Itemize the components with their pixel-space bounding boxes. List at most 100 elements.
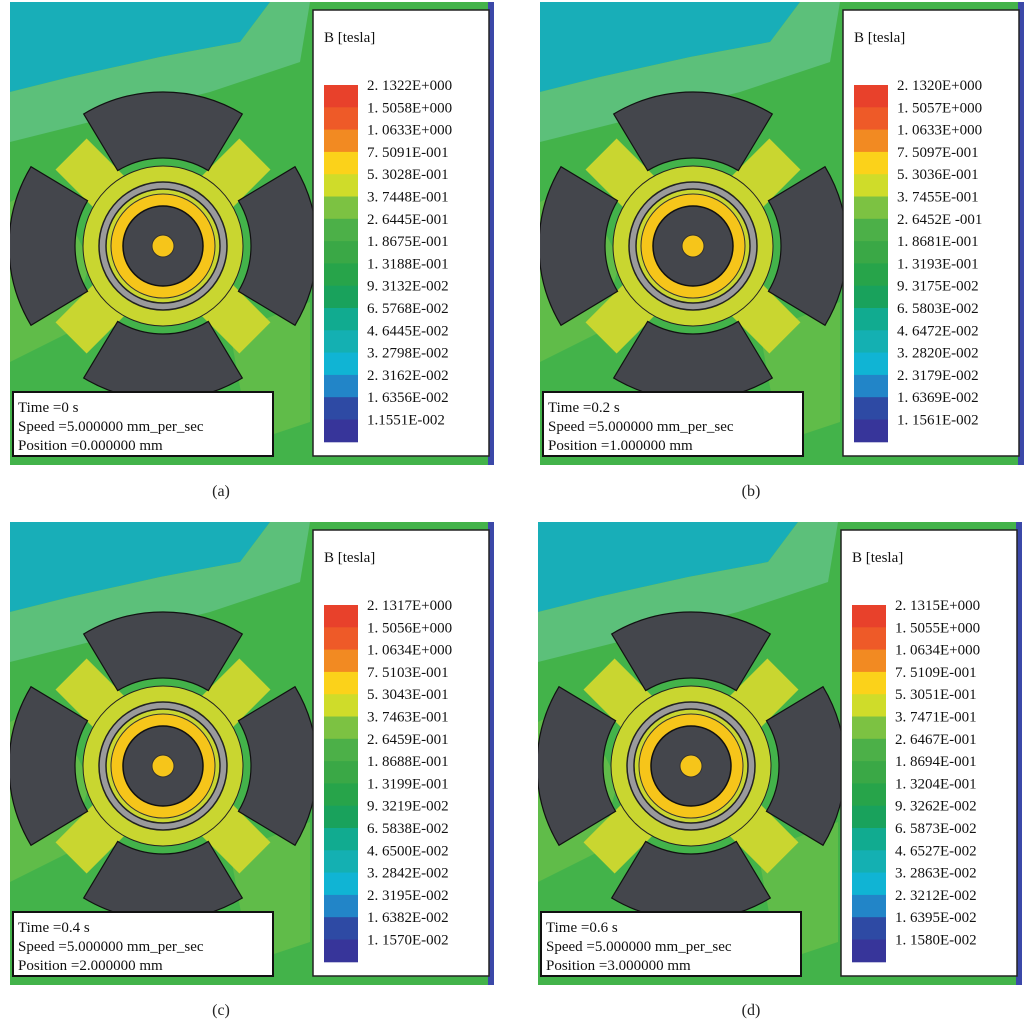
legend-label: 9. 3132E-002: [367, 279, 449, 295]
field-panel: B [tesla] 2. 1315E+000 1. 5055E+000 1. 0634…: [538, 522, 1022, 985]
legend-label: 5. 3036E-001: [897, 167, 979, 183]
legend-label: 3. 7471E-001: [895, 710, 977, 726]
legend-swatch: [854, 308, 888, 331]
legend-label: 1. 3188E-001: [367, 256, 449, 272]
info-line: Time =0.6 s: [546, 920, 618, 936]
legend-swatch: [324, 872, 358, 896]
legend-label: 5. 3028E-001: [367, 167, 449, 183]
legend-label: 6. 5873E-002: [895, 821, 977, 837]
legend-swatch: [854, 129, 888, 153]
legend-label: 1. 3193E-001: [897, 256, 979, 272]
legend-label: 3. 2842E-002: [367, 866, 449, 882]
legend-label: 4. 6472E-002: [897, 323, 979, 339]
legend-label: 1. 3204E-001: [895, 776, 977, 792]
legend-swatch: [324, 939, 358, 963]
legend-label: 4. 6445E-002: [367, 323, 449, 339]
legend-label: 6. 5768E-002: [367, 301, 449, 317]
legend-label: 2. 6452E -001: [897, 212, 982, 228]
legend-swatch: [324, 894, 358, 918]
legend-swatch: [324, 627, 358, 651]
core-dot: [151, 754, 175, 778]
legend-swatch: [324, 605, 358, 628]
info-line: Position =1.000000 mm: [548, 438, 693, 454]
legend-label: 2. 6445E-001: [367, 212, 449, 228]
legend-label: 1. 0634E+000: [367, 643, 452, 659]
legend-label: 1. 6356E-002: [367, 390, 449, 406]
legend-swatch: [324, 263, 358, 287]
core-dot: [679, 754, 703, 778]
legend-label: 3. 2798E-002: [367, 346, 449, 362]
legend-swatch: [852, 872, 886, 896]
legend-title: B [tesla]: [324, 30, 375, 46]
legend-swatch: [854, 374, 888, 398]
legend-swatch: [852, 894, 886, 918]
legend-swatch: [852, 738, 886, 762]
legend-swatch: [852, 761, 886, 784]
legend-label: 3. 7448E-001: [367, 190, 449, 206]
legend-label: 1.1551E-002: [367, 413, 445, 429]
field-blue-region: [538, 522, 798, 612]
legend-label: 6. 5838E-002: [367, 821, 449, 837]
legend-swatch: [324, 716, 358, 740]
legend-label: 3. 2863E-002: [895, 866, 977, 882]
legend-swatch: [852, 783, 886, 807]
field-blue-region: [540, 2, 800, 92]
info-line: Speed =5.000000 mm_per_sec: [548, 419, 734, 435]
legend-swatch: [324, 241, 358, 264]
legend-label: 1. 5055E+000: [895, 620, 980, 636]
legend-label: 1. 5058E+000: [367, 100, 452, 116]
info-line: Speed =5.000000 mm_per_sec: [18, 419, 204, 435]
legend-swatch: [854, 196, 888, 220]
info-line: Speed =5.000000 mm_per_sec: [18, 939, 204, 955]
legend-swatch: [854, 330, 888, 354]
legend-label: 4. 6500E-002: [367, 843, 449, 859]
panel-caption: (a): [212, 483, 230, 500]
legend-swatch: [324, 761, 358, 784]
field-panel: B [tesla] 2. 1320E+000 1. 5057E+000 1. 0633…: [540, 2, 1024, 465]
legend-swatch: [852, 850, 886, 874]
legend-label: 2. 1317E+000: [367, 598, 452, 614]
info-line: Time =0 s: [18, 400, 79, 416]
legend-swatch: [324, 308, 358, 331]
field-blue-region: [10, 2, 270, 92]
legend-swatch: [324, 151, 358, 175]
legend-swatch: [852, 805, 886, 829]
info-line: Speed =5.000000 mm_per_sec: [546, 939, 732, 955]
info-line: Position =3.000000 mm: [546, 958, 691, 974]
panel-caption: (b): [741, 483, 761, 500]
field-panel: B [tesla] 2. 1317E+000 1. 5056E+000 1. 0634…: [10, 522, 494, 985]
legend-label: 1. 3199E-001: [367, 776, 449, 792]
info-line: Time =0.2 s: [548, 400, 620, 416]
legend-label: 4. 6527E-002: [895, 843, 977, 859]
legend-title: B [tesla]: [854, 30, 905, 46]
pole-sector: [82, 91, 244, 172]
legend-swatch: [854, 151, 888, 175]
core-dot: [151, 234, 175, 258]
legend-label: 9. 3219E-002: [367, 799, 449, 815]
field-blue-region: [10, 522, 270, 612]
legend-swatch: [324, 285, 358, 309]
legend-swatch: [324, 917, 358, 940]
legend-label: 5. 3051E-001: [895, 687, 977, 703]
legend-label: 1. 8694E-001: [895, 754, 977, 770]
legend-swatch: [852, 828, 886, 851]
legend-label: 7. 5091E-001: [367, 145, 449, 161]
legend-swatch: [324, 694, 358, 717]
field-teal-region: [540, 2, 840, 142]
legend-swatch: [854, 285, 888, 309]
field-teal-region: [10, 2, 310, 142]
legend-swatch: [324, 352, 358, 376]
legend-swatch: [852, 694, 886, 717]
legend-label: 2. 3162E-002: [367, 368, 449, 384]
info-box: [12, 911, 274, 977]
legend-label: 1. 1561E-002: [897, 413, 979, 429]
core-dot: [681, 234, 705, 258]
edge-stripe: [1016, 522, 1022, 985]
legend-label: 1. 1570E-002: [367, 933, 449, 949]
pole-sector: [610, 611, 772, 692]
pole-sector: [10, 685, 89, 847]
legend-swatch: [854, 352, 888, 376]
legend-swatch: [324, 129, 358, 153]
edge-stripe: [488, 522, 494, 985]
